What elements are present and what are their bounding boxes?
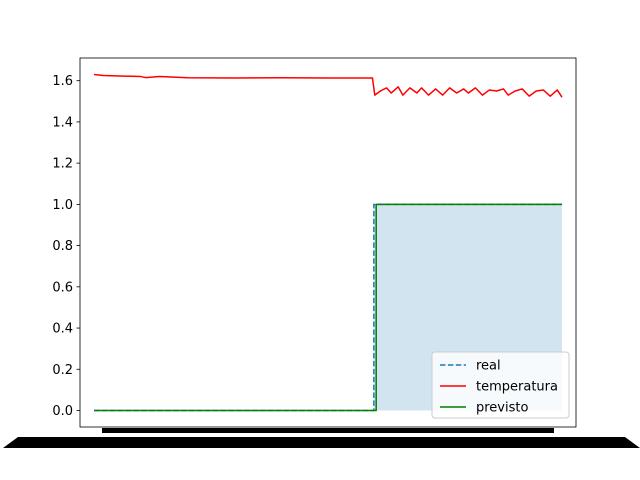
y-tick-label: 0.6 bbox=[52, 280, 73, 295]
y-tick-label: 0.4 bbox=[52, 322, 73, 337]
y-tick-label: 0.2 bbox=[52, 363, 73, 378]
legend-label-temperatura: temperatura bbox=[476, 380, 558, 395]
legend-label-previsto: previsto bbox=[476, 401, 528, 416]
series-line-temperatura bbox=[93, 73, 563, 98]
legend-label-real: real bbox=[476, 359, 501, 374]
y-tick-label: 1.6 bbox=[52, 74, 73, 89]
series-line-previsto bbox=[94, 203, 562, 412]
y-axis: 0.0 0.2 0.4 0.6 0.8 1.0 1.2 1.4 1.6 bbox=[52, 74, 80, 419]
y-tick-label: 1.4 bbox=[52, 115, 73, 130]
x-tick-labels bbox=[3, 428, 640, 448]
y-tick-label: 1.0 bbox=[52, 198, 73, 213]
x-tick-marks bbox=[102, 428, 554, 433]
y-tick-label: 0.0 bbox=[52, 404, 73, 419]
y-tick-label: 1.2 bbox=[52, 157, 73, 172]
x-tick-label-band bbox=[3, 437, 640, 448]
y-tick-label: 0.8 bbox=[52, 239, 73, 254]
axes-frame bbox=[79, 57, 577, 428]
legend-box bbox=[431, 351, 570, 419]
legend: real temperatura previsto bbox=[431, 351, 570, 419]
